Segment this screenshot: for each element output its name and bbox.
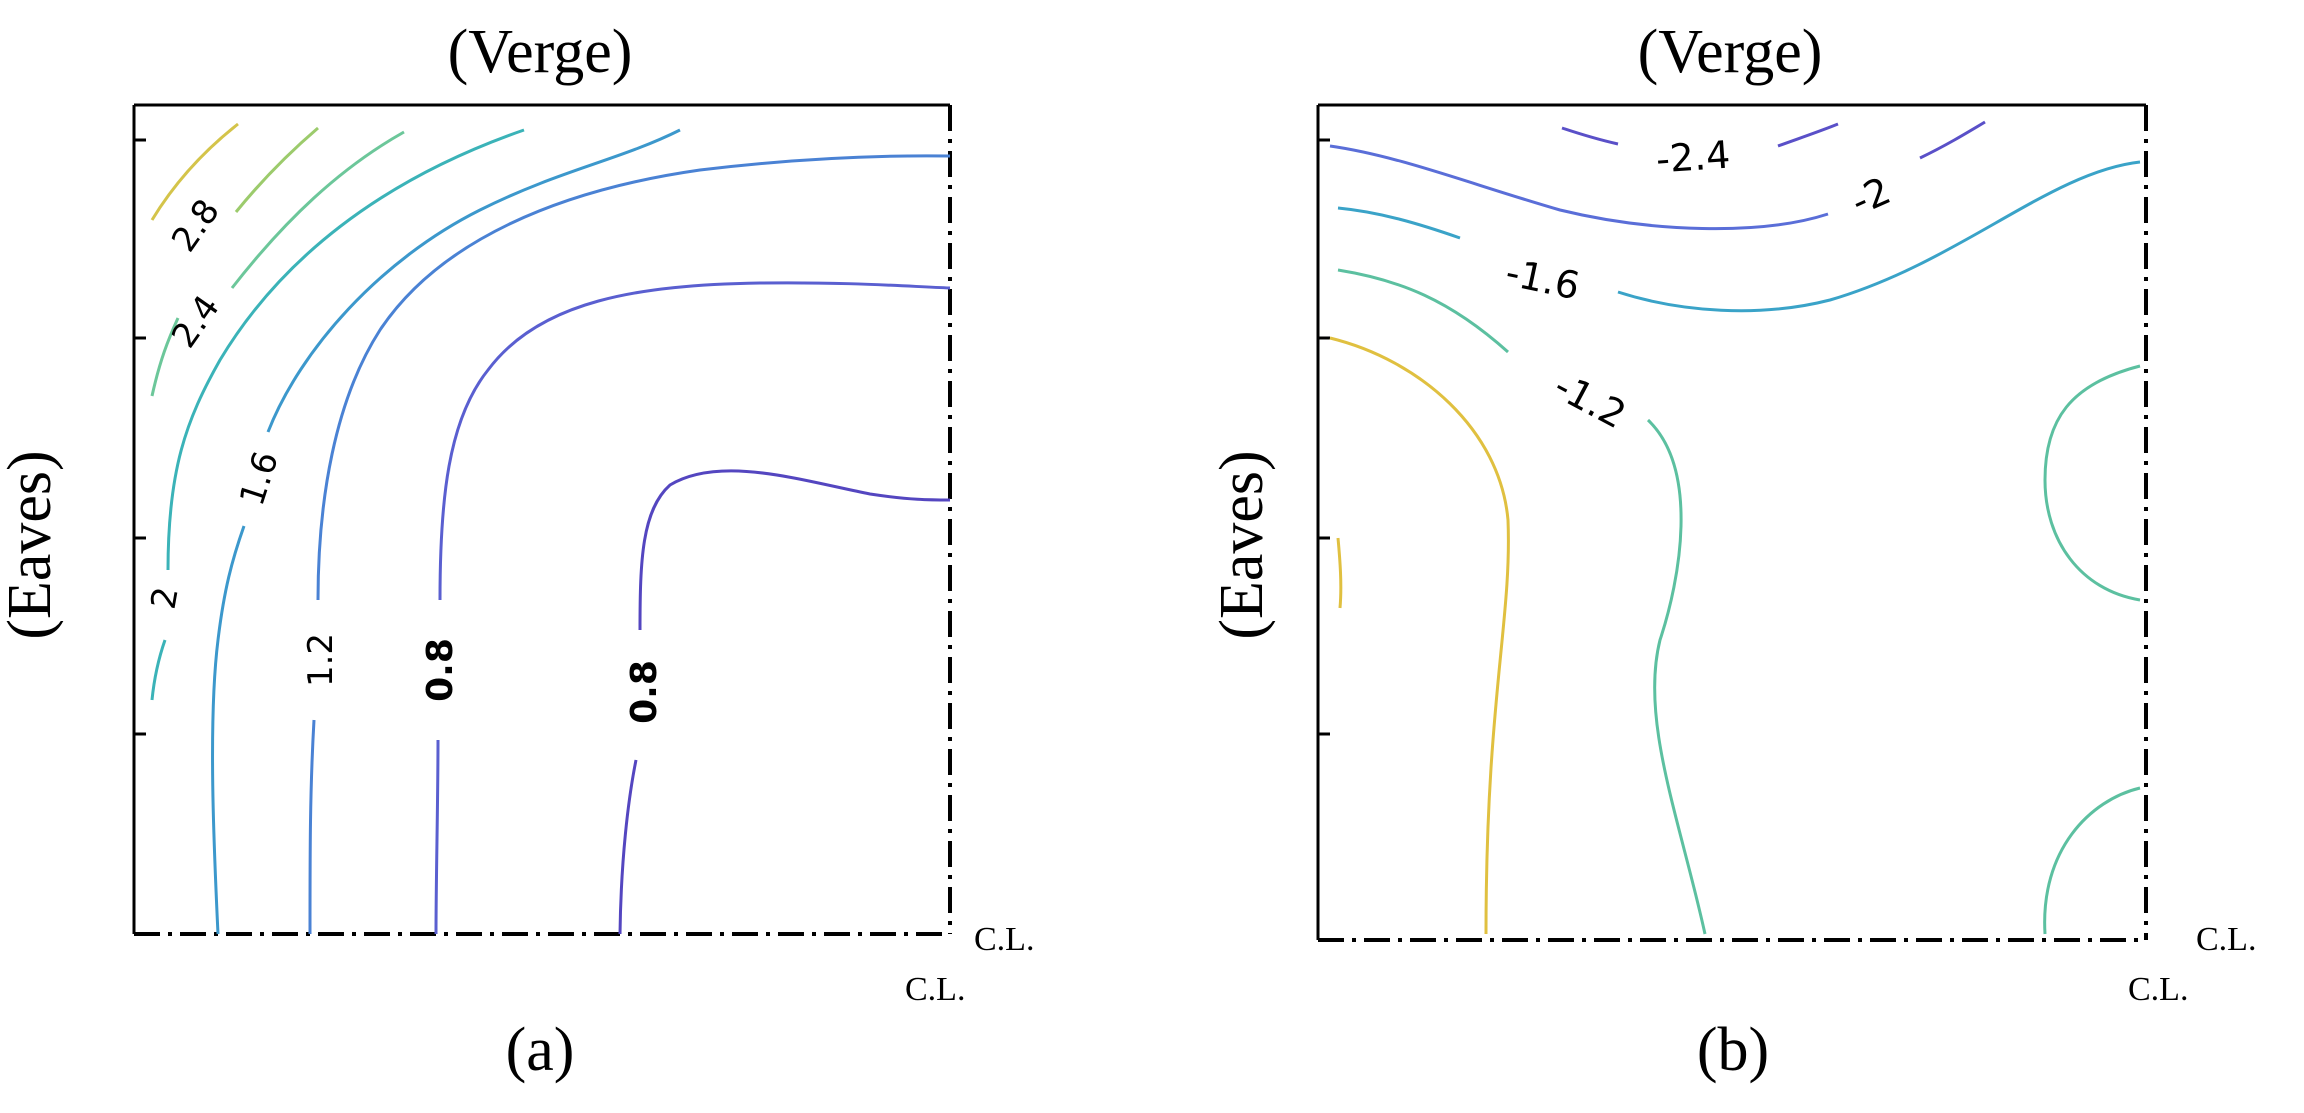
- panel-a-contour-label-2.4: 2.4: [164, 288, 228, 355]
- panel-a-contour-3.2: [150, 122, 239, 221]
- panel-b-contour--2: [1329, 144, 1829, 231]
- panel-a-left-label: (Eaves): [0, 450, 64, 639]
- panel-a-contour-2: [150, 128, 525, 701]
- panel-a-contour-1.2: [308, 154, 951, 935]
- panel-a-label: (a): [506, 1016, 575, 1084]
- panel-a-contour-2.8: [234, 126, 319, 213]
- panel-a-contour-label-0.8-outer: 0.8: [420, 638, 461, 702]
- panel-b-contour-label--1.6: -1.6: [1502, 250, 1584, 308]
- panel-a-bottom-cl-label: C.L.: [905, 971, 965, 1008]
- panel-b: (Verge) (Eaves) C.L. C.L. (b) -2.4 -2 -1…: [1208, 18, 2256, 1084]
- panel-b-contour--1.2: [1337, 268, 2141, 935]
- panel-a-contour-label-0.8-inner: 0.8: [624, 660, 665, 724]
- panel-b-label: (b): [1697, 1016, 1769, 1084]
- panel-b-left-label: (Eaves): [1208, 450, 1276, 639]
- panel-a-contour-label-2: 2: [144, 584, 187, 612]
- panel-b-contour--0.8: [1329, 336, 1510, 935]
- panel-a: (Verge) (Eaves) C.L. C.L. (a) 2.8 2.4 2 …: [0, 18, 1034, 1084]
- panel-a-contour-label-1.2: 1.2: [301, 633, 341, 687]
- panel-a-contour-1.6: [211, 128, 681, 935]
- panel-a-contour-0.8-inner: [618, 469, 951, 935]
- panel-b-contour-label--2.4: -2.4: [1655, 132, 1732, 181]
- panel-b-top-label: (Verge): [1638, 18, 1823, 86]
- panel-b-contour--2.4: [1561, 120, 1986, 160]
- panel-b-contour--1.6: [1337, 160, 2141, 313]
- panel-a-top-label: (Verge): [448, 18, 633, 86]
- panel-b-contour-label--1.2: -1.2: [1547, 364, 1633, 438]
- panel-a-contour-2.4: [150, 130, 405, 397]
- panel-b-bottom-cl-label: C.L.: [2128, 971, 2188, 1008]
- panel-a-contour-label-1.6: 1.6: [232, 447, 287, 511]
- panel-a-contour-0.8-outer: [434, 281, 951, 935]
- panel-b-right-cl-label: C.L.: [2196, 921, 2256, 958]
- panel-b-contour-label--2: -2: [1844, 168, 1897, 224]
- panel-a-contour-label-2.8: 2.8: [164, 192, 228, 259]
- panel-a-right-cl-label: C.L.: [974, 921, 1034, 958]
